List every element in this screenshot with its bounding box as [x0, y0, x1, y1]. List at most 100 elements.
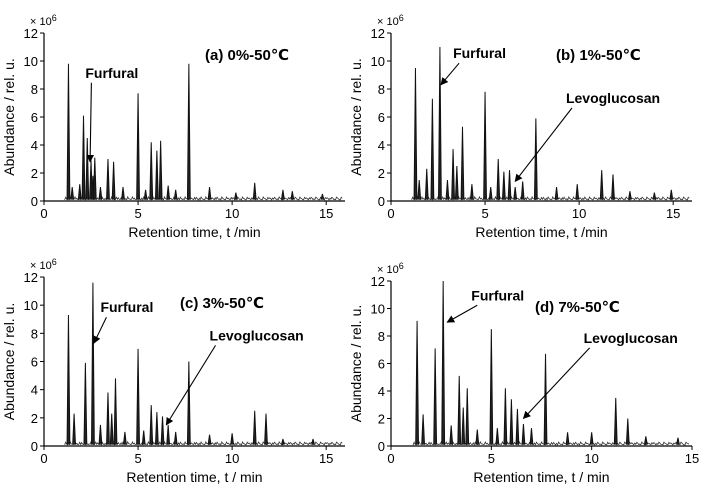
peak	[106, 392, 110, 445]
peak	[311, 438, 315, 445]
y-multiplier: × 106	[377, 261, 404, 276]
peak	[529, 428, 534, 445]
peak	[643, 436, 648, 445]
peak	[106, 158, 110, 200]
peak	[98, 186, 103, 200]
y-multiplier: × 106	[30, 257, 57, 272]
panel-label: (d) 7%-50℃	[535, 299, 620, 316]
x-tick-label: 10	[572, 206, 586, 221]
peak	[109, 413, 114, 445]
baseline-trace	[64, 195, 343, 201]
annotation-arrow	[522, 347, 591, 420]
peak	[652, 192, 657, 200]
y-tick-label: 8	[378, 329, 385, 344]
x-axis-title: Retention time, t /min	[475, 224, 607, 240]
peak	[496, 158, 501, 200]
peak	[207, 186, 212, 200]
annotation-label: Levoglucosan	[210, 327, 304, 343]
x-axis-title: Retention time, t /min	[128, 224, 260, 240]
y-tick-label: 8	[31, 326, 38, 341]
peak	[457, 375, 462, 445]
peak	[186, 361, 191, 445]
peak	[154, 412, 159, 445]
x-tick-label: 5	[488, 451, 495, 466]
peak	[421, 414, 426, 445]
x-tick-label: 5	[134, 451, 141, 466]
y-tick-label: 8	[378, 82, 385, 97]
annotation-arrow	[440, 62, 460, 86]
peak	[433, 348, 438, 445]
peak	[454, 165, 459, 200]
peak	[415, 320, 419, 445]
annotation-label: Levoglucosan	[566, 90, 660, 106]
x-tick-label: 0	[387, 206, 394, 221]
peak	[460, 126, 465, 200]
peak	[413, 67, 418, 200]
peak	[625, 418, 630, 445]
y-tick-label: 2	[31, 411, 38, 426]
annotation-label: Furfural	[453, 45, 506, 61]
peak	[520, 181, 525, 200]
panel-label: (b) 1%-50℃	[556, 47, 641, 64]
peak	[489, 329, 494, 445]
peak	[160, 416, 165, 445]
x-tick-label: 10	[225, 451, 239, 466]
panel-b: 0 2 4 6 8 10 12 0 5 10 15 × 106 Abundance / rel. u. R…	[348, 13, 692, 240]
y-tick-label: 12	[371, 26, 385, 41]
panel-label: (a) 0%-50℃	[205, 47, 289, 64]
annotation-arrow	[93, 316, 107, 344]
peak	[445, 179, 450, 200]
y-tick-label: 0	[31, 439, 38, 454]
y-tick-label: 0	[378, 439, 385, 454]
peak	[507, 170, 512, 200]
peak	[495, 428, 500, 445]
peak	[233, 192, 238, 200]
annotation-arrow	[514, 107, 573, 183]
x-tick-label: 0	[40, 206, 47, 221]
y-tick-label: 10	[24, 298, 38, 313]
y-tick-label: 6	[31, 355, 38, 370]
x-tick-label: 15	[685, 451, 699, 466]
peak	[611, 174, 615, 200]
peak	[141, 430, 146, 445]
peak	[173, 431, 178, 445]
peak	[451, 149, 455, 200]
peak	[264, 413, 268, 445]
y-tick-label: 4	[378, 384, 385, 399]
y-axis-title: Abundance / rel. u.	[348, 58, 364, 176]
peak	[136, 348, 140, 445]
peak	[589, 432, 594, 445]
peak	[98, 424, 103, 445]
x-tick-label: 15	[319, 206, 333, 221]
peak	[669, 189, 674, 200]
y-axis-title: Abundance / rel. u.	[1, 58, 17, 176]
x-tick-label: 5	[134, 206, 141, 221]
peak	[509, 399, 514, 445]
y-tick-label: 8	[31, 82, 38, 97]
annotation-label: Furfural	[100, 299, 153, 315]
peak	[465, 388, 470, 445]
peak	[521, 423, 526, 445]
peak	[281, 189, 285, 200]
peak	[430, 98, 435, 200]
peak	[70, 186, 75, 200]
peak	[85, 137, 90, 200]
peak	[166, 185, 171, 200]
peak	[252, 182, 257, 200]
panel-c: 0 2 4 6 8 10 12 0 5 10 15 × 106 Abundance / rel. u. R…	[1, 257, 345, 485]
y-tick-label: 2	[31, 166, 38, 181]
y-axis-title: Abundance / rel. u.	[1, 303, 17, 421]
peak	[613, 397, 618, 445]
y-tick-label: 4	[31, 138, 38, 153]
peak	[72, 413, 76, 445]
peak	[438, 46, 442, 200]
y-tick-label: 2	[378, 166, 385, 181]
peak	[461, 407, 466, 445]
peak	[173, 189, 178, 200]
y-tick-label: 6	[378, 357, 385, 372]
x-tick-label: 15	[319, 451, 333, 466]
peak	[424, 168, 429, 200]
peak	[475, 429, 480, 445]
panel-label: (c) 3%-50℃	[180, 295, 264, 312]
peak	[676, 437, 680, 445]
